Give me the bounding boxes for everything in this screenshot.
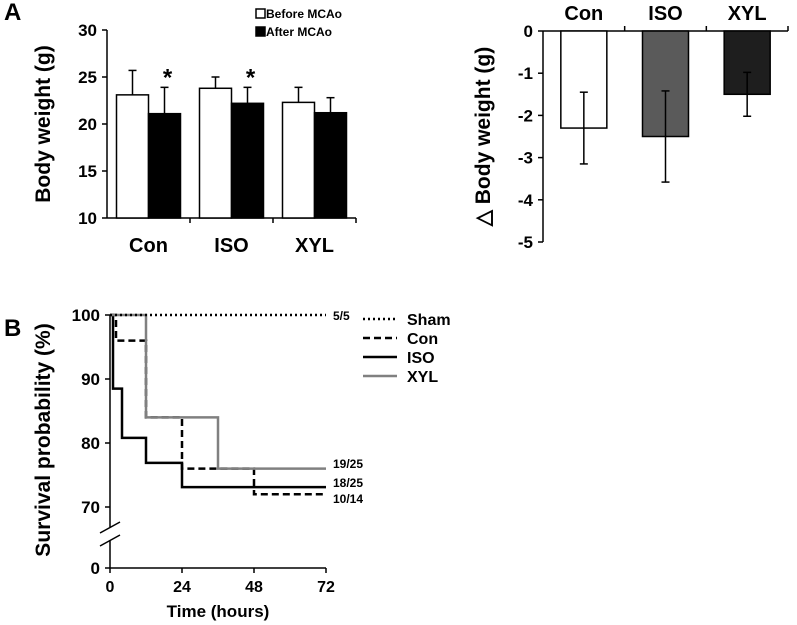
- weight-y-axis-label: Body weight (g): [32, 45, 55, 202]
- weight-y-tick-label: 25: [78, 68, 97, 87]
- delta-y-tick-label: -2: [518, 106, 533, 125]
- weight-y-tick-label: 10: [78, 209, 97, 228]
- delta-body-weight-chart: 0 -1 -2 -3 -4 -5 Con ISO XYL △ Body weight (g): [472, 3, 789, 252]
- weight-category-label: ISO: [214, 235, 248, 257]
- weight-bar: [313, 111, 348, 219]
- weight-bar: [115, 94, 150, 219]
- panel-b-label: B: [4, 315, 21, 342]
- survival-legend-label: ISO: [407, 350, 435, 367]
- delta-category-label: Con: [564, 3, 603, 25]
- survival-curve-xyl: [110, 313, 326, 470]
- delta-category-label: XYL: [728, 3, 767, 25]
- survival-y-axis-label: Survival probability (%): [32, 323, 55, 556]
- survival-y-tick-label: 80: [81, 434, 100, 453]
- survival-x-tick-label: 0: [106, 579, 115, 596]
- weight-legend-label: After MCAo: [266, 25, 332, 39]
- weight-bar: [281, 101, 316, 219]
- survival-end-label: 19/25: [333, 457, 363, 471]
- weight-legend-label: Before MCAo: [266, 7, 342, 21]
- significance-star: *: [246, 64, 256, 91]
- weight-y-tick-label: 30: [78, 21, 97, 40]
- delta-y-tick-label: 0: [524, 22, 533, 41]
- axis-break-mark: [99, 534, 121, 547]
- survival-x-axis-label: Time (hours): [167, 602, 270, 621]
- survival-end-label: 5/5: [333, 309, 350, 323]
- survival-end-label: 18/25: [333, 476, 363, 490]
- weight-y-tick-label: 20: [78, 115, 97, 134]
- survival-legend-label: Con: [407, 331, 438, 348]
- survival-x-tick-label: 72: [317, 579, 335, 596]
- weight-bar: [147, 112, 182, 219]
- weight-category-label: Con: [129, 235, 168, 257]
- weight-legend-swatch: [255, 26, 266, 37]
- delta-y-tick-label: -3: [518, 149, 533, 168]
- axis-break-mark: [99, 521, 121, 534]
- weight-category-label: XYL: [295, 235, 334, 257]
- body-weight-chart: 10 15 20 25 30 Con ISO XYL * * Body weight (g) Befo…: [32, 7, 357, 257]
- survival-y-tick-label: 70: [81, 498, 100, 517]
- survival-end-label: 10/14: [333, 492, 363, 506]
- survival-y-tick-label: 0: [91, 559, 100, 578]
- weight-y-tick-label: 15: [78, 162, 97, 181]
- weight-bar: [230, 102, 265, 219]
- survival-y-tick-label: 90: [81, 370, 100, 389]
- delta-y-tick-label: -1: [518, 64, 533, 83]
- survival-x-tick-label: 24: [173, 579, 191, 596]
- delta-category-label: ISO: [648, 3, 682, 25]
- survival-curve-iso: [110, 313, 326, 489]
- survival-x-tick-label: 48: [245, 579, 263, 596]
- weight-bar: [198, 87, 233, 219]
- panel-a-label: A: [4, 0, 21, 26]
- significance-star: *: [163, 64, 173, 91]
- delta-y-tick-label: -5: [518, 233, 533, 252]
- survival-legend-label: XYL: [407, 369, 438, 386]
- delta-y-tick-label: -4: [518, 191, 534, 210]
- delta-y-axis-label: △ Body weight (g): [472, 47, 495, 227]
- survival-chart: 0 70 80 90 100 0 24 48 72 Time (hours) Survival pr…: [32, 306, 451, 621]
- weight-legend-swatch: [255, 8, 266, 19]
- survival-y-tick-label: 100: [72, 306, 100, 325]
- survival-legend-label: Sham: [407, 312, 451, 329]
